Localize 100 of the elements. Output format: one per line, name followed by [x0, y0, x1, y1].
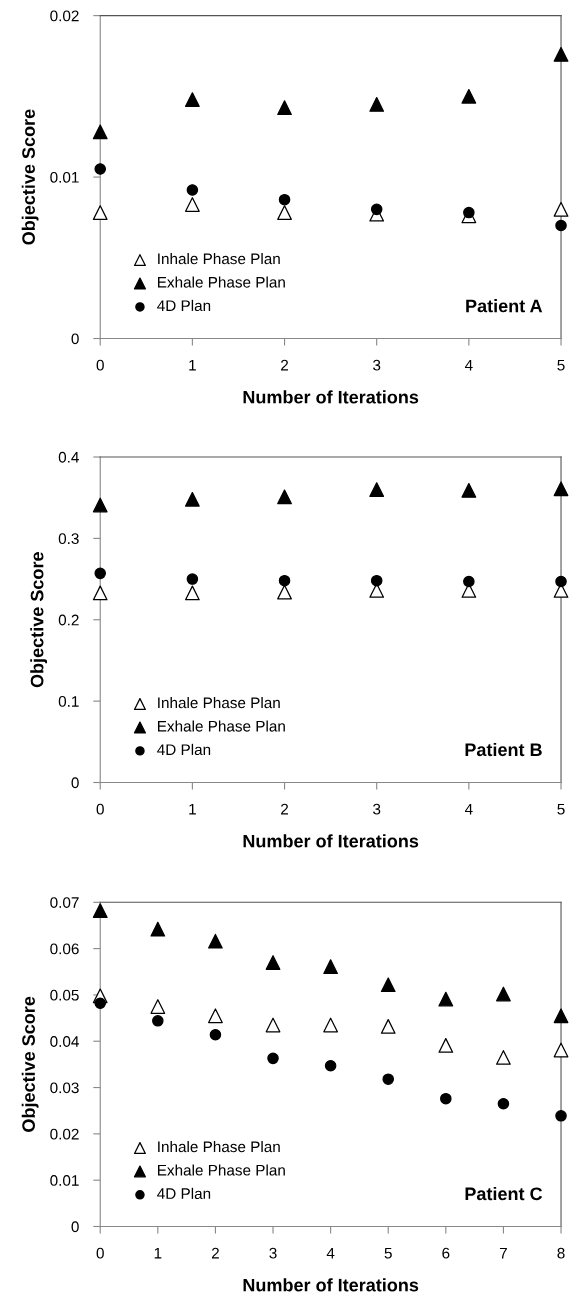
point [370, 203, 383, 216]
annotation: Patient A [466, 299, 543, 313]
y-tick-label: 0.2 [58, 614, 79, 626]
x-tick-label: 5 [384, 1247, 392, 1259]
point [323, 959, 339, 975]
point [277, 205, 292, 220]
y-tick-label: 0 [71, 777, 79, 789]
y-axis-title: Objective Score [30, 552, 48, 688]
point [184, 197, 200, 212]
point [382, 1073, 394, 1085]
point [152, 1015, 164, 1027]
point [278, 574, 291, 587]
point [553, 201, 569, 217]
point [92, 497, 108, 513]
legend-label: Inhale Phase Plan [158, 253, 280, 265]
x-tick-label: 8 [557, 1247, 565, 1259]
point [265, 1017, 281, 1033]
x-tick-label: 4 [326, 1247, 335, 1259]
legend-label: 4D Plan [157, 743, 211, 756]
legend-label: Inhale Phase Plan [158, 1140, 280, 1153]
point [461, 88, 477, 104]
y-tick-label: 0.3 [58, 533, 79, 545]
point [94, 567, 106, 580]
legend-label: Exhale Phase Plan [158, 1164, 285, 1176]
point [278, 193, 291, 206]
point [277, 584, 292, 600]
x-tick-label: 2 [211, 1247, 219, 1259]
y-tick-label: 0.01 [50, 1175, 79, 1186]
x-tick-label: 2 [281, 359, 289, 371]
x-tick-label: 3 [373, 359, 381, 371]
point [555, 219, 567, 232]
y-tick-label: 0.02 [50, 10, 79, 22]
point [370, 574, 383, 587]
point [186, 573, 199, 585]
point [380, 977, 396, 993]
legend-label: Exhale Phase Plan [158, 720, 285, 732]
point [184, 585, 200, 601]
point [92, 124, 108, 140]
x-tick-label: 3 [269, 1247, 277, 1259]
point [463, 206, 475, 219]
point [555, 575, 567, 588]
point [94, 997, 106, 1010]
x-tick-label: 0 [96, 803, 104, 815]
point [553, 481, 569, 497]
x-tick-label: 1 [189, 803, 196, 815]
point [92, 585, 108, 601]
y-tick-label: 0.07 [50, 897, 79, 908]
point [208, 1008, 223, 1024]
y-tick-label: 0.04 [50, 1036, 79, 1047]
y-tick-label: 0.4 [58, 451, 79, 463]
y-tick-label: 0 [71, 1221, 79, 1233]
point [184, 491, 200, 507]
point [496, 1050, 511, 1065]
point [92, 205, 108, 220]
y-axis-title: Objective Score [21, 996, 39, 1132]
point [461, 482, 477, 498]
x-axis-title: Number of Iterations [243, 390, 419, 404]
point [209, 1028, 222, 1041]
x-axis-title: Number of Iterations [243, 834, 419, 848]
x-tick-label: 5 [557, 803, 565, 815]
point [324, 1059, 337, 1072]
point [555, 1110, 567, 1122]
point [267, 1052, 279, 1065]
legend-label: Inhale Phase Plan [158, 697, 280, 709]
x-tick-label: 0 [96, 1247, 104, 1259]
y-tick-label: 0.02 [50, 1128, 79, 1140]
point [463, 575, 475, 588]
point [94, 163, 106, 175]
y-tick-label: 0.01 [50, 171, 79, 183]
annotation: Patient C [465, 1186, 543, 1201]
x-tick-label: 2 [281, 803, 289, 815]
point [553, 1042, 569, 1058]
y-tick-label: 0.1 [58, 695, 79, 707]
y-tick-label: 0.06 [50, 943, 79, 955]
legend-label: Exhale Phase Plan [158, 276, 285, 288]
point [496, 986, 511, 1002]
legend-label: 4D Plan [157, 299, 211, 312]
x-tick-label: 4 [464, 803, 473, 815]
point [277, 489, 292, 505]
point [553, 1008, 569, 1024]
x-tick-label: 7 [499, 1247, 507, 1259]
point [369, 482, 385, 497]
point [369, 97, 385, 112]
y-axis-title: Objective Score [21, 109, 39, 245]
point [150, 921, 166, 937]
point [323, 1017, 339, 1033]
legend-label: 4D Plan [157, 1187, 211, 1200]
annotation: Patient B [465, 742, 542, 757]
point [150, 999, 166, 1014]
point [438, 991, 454, 1007]
x-tick-label: 1 [154, 1247, 162, 1259]
point [277, 100, 292, 116]
point [553, 46, 569, 62]
y-tick-label: 0.03 [50, 1082, 79, 1094]
point [438, 1038, 454, 1053]
x-axis-title: Number of Iterations [243, 1278, 419, 1292]
y-tick-label: 0 [71, 333, 79, 345]
point [265, 955, 281, 970]
y-tick-label: 0.05 [50, 989, 79, 1001]
point [186, 184, 199, 196]
